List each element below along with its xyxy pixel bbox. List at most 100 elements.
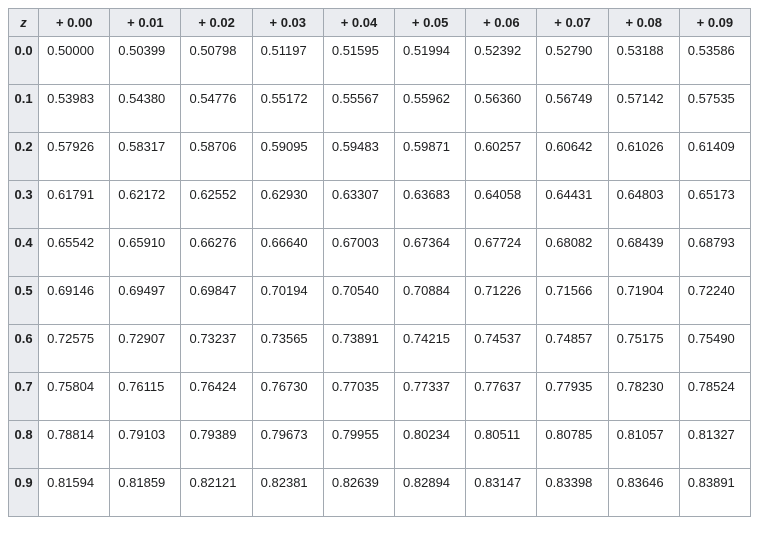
- cell: 0.72575: [39, 325, 110, 373]
- cell: 0.81057: [608, 421, 679, 469]
- cell: 0.64058: [466, 181, 537, 229]
- col-header: + 0.02: [181, 9, 252, 37]
- cell: 0.81594: [39, 469, 110, 517]
- cell: 0.65173: [679, 181, 750, 229]
- cell: 0.65910: [110, 229, 181, 277]
- cell: 0.62172: [110, 181, 181, 229]
- cell: 0.57535: [679, 85, 750, 133]
- row-header: 0.8: [9, 421, 39, 469]
- cell: 0.56360: [466, 85, 537, 133]
- cell: 0.71226: [466, 277, 537, 325]
- cell: 0.67364: [395, 229, 466, 277]
- cell: 0.63683: [395, 181, 466, 229]
- cell: 0.83891: [679, 469, 750, 517]
- row-header: 0.7: [9, 373, 39, 421]
- cell: 0.59871: [395, 133, 466, 181]
- table-row: 0.6 0.72575 0.72907 0.73237 0.73565 0.73…: [9, 325, 751, 373]
- cell: 0.71904: [608, 277, 679, 325]
- header-row: z + 0.00 + 0.01 + 0.02 + 0.03 + 0.04 + 0…: [9, 9, 751, 37]
- col-header: + 0.06: [466, 9, 537, 37]
- cell: 0.70194: [252, 277, 323, 325]
- cell: 0.75804: [39, 373, 110, 421]
- cell: 0.82894: [395, 469, 466, 517]
- cell: 0.77935: [537, 373, 608, 421]
- cell: 0.51197: [252, 37, 323, 85]
- col-header-value: 0.06: [494, 15, 519, 30]
- cell: 0.82381: [252, 469, 323, 517]
- cell: 0.70884: [395, 277, 466, 325]
- cell: 0.78814: [39, 421, 110, 469]
- cell: 0.50399: [110, 37, 181, 85]
- cell: 0.73891: [323, 325, 394, 373]
- col-header: + 0.01: [110, 9, 181, 37]
- col-header-prefix: +: [483, 15, 494, 30]
- col-header-prefix: +: [341, 15, 352, 30]
- table-row: 0.2 0.57926 0.58317 0.58706 0.59095 0.59…: [9, 133, 751, 181]
- row-header: 0.1: [9, 85, 39, 133]
- col-header: + 0.05: [395, 9, 466, 37]
- cell: 0.56749: [537, 85, 608, 133]
- cell: 0.81859: [110, 469, 181, 517]
- cell: 0.53188: [608, 37, 679, 85]
- col-header-value: 0.02: [210, 15, 235, 30]
- cell: 0.66276: [181, 229, 252, 277]
- cell: 0.73565: [252, 325, 323, 373]
- cell: 0.67724: [466, 229, 537, 277]
- col-header-prefix: +: [697, 15, 708, 30]
- cell: 0.52392: [466, 37, 537, 85]
- cell: 0.69847: [181, 277, 252, 325]
- table-row: 0.0 0.50000 0.50399 0.50798 0.51197 0.51…: [9, 37, 751, 85]
- col-header-prefix: +: [198, 15, 209, 30]
- cell: 0.82121: [181, 469, 252, 517]
- col-header-prefix: +: [56, 15, 67, 30]
- cell: 0.73237: [181, 325, 252, 373]
- col-header-prefix: +: [554, 15, 565, 30]
- cell: 0.63307: [323, 181, 394, 229]
- row-header: 0.3: [9, 181, 39, 229]
- cell: 0.61409: [679, 133, 750, 181]
- cell: 0.67003: [323, 229, 394, 277]
- cell: 0.57926: [39, 133, 110, 181]
- cell: 0.78230: [608, 373, 679, 421]
- cell: 0.54776: [181, 85, 252, 133]
- table-row: 0.9 0.81594 0.81859 0.82121 0.82381 0.82…: [9, 469, 751, 517]
- cell: 0.74857: [537, 325, 608, 373]
- cell: 0.50000: [39, 37, 110, 85]
- col-header: + 0.08: [608, 9, 679, 37]
- cell: 0.58706: [181, 133, 252, 181]
- cell: 0.54380: [110, 85, 181, 133]
- cell: 0.68439: [608, 229, 679, 277]
- cell: 0.52790: [537, 37, 608, 85]
- cell: 0.68082: [537, 229, 608, 277]
- cell: 0.55567: [323, 85, 394, 133]
- cell: 0.77637: [466, 373, 537, 421]
- cell: 0.72907: [110, 325, 181, 373]
- row-header: 0.6: [9, 325, 39, 373]
- cell: 0.60257: [466, 133, 537, 181]
- row-header: 0.9: [9, 469, 39, 517]
- col-header-value: 0.03: [281, 15, 306, 30]
- cell: 0.61791: [39, 181, 110, 229]
- row-header: 0.2: [9, 133, 39, 181]
- cell: 0.60642: [537, 133, 608, 181]
- cell: 0.71566: [537, 277, 608, 325]
- z-table: z + 0.00 + 0.01 + 0.02 + 0.03 + 0.04 + 0…: [8, 8, 751, 517]
- cell: 0.81327: [679, 421, 750, 469]
- cell: 0.83147: [466, 469, 537, 517]
- cell: 0.66640: [252, 229, 323, 277]
- cell: 0.59095: [252, 133, 323, 181]
- cell: 0.74537: [466, 325, 537, 373]
- col-header: + 0.04: [323, 9, 394, 37]
- cell: 0.72240: [679, 277, 750, 325]
- cell: 0.75490: [679, 325, 750, 373]
- col-header-value: 0.00: [67, 15, 92, 30]
- cell: 0.76730: [252, 373, 323, 421]
- col-header-prefix: +: [127, 15, 138, 30]
- cell: 0.70540: [323, 277, 394, 325]
- cell: 0.74215: [395, 325, 466, 373]
- col-header-prefix: +: [270, 15, 281, 30]
- cell: 0.69146: [39, 277, 110, 325]
- cell: 0.77337: [395, 373, 466, 421]
- row-header: 0.0: [9, 37, 39, 85]
- cell: 0.79673: [252, 421, 323, 469]
